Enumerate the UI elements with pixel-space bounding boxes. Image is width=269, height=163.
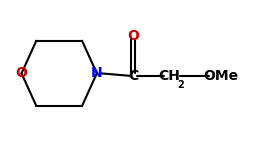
Text: CH: CH [158,69,180,83]
Text: N: N [91,66,103,80]
Text: OMe: OMe [203,69,238,83]
Text: O: O [127,29,139,43]
Text: O: O [16,66,27,80]
Text: 2: 2 [177,80,184,90]
Text: C: C [128,69,138,83]
